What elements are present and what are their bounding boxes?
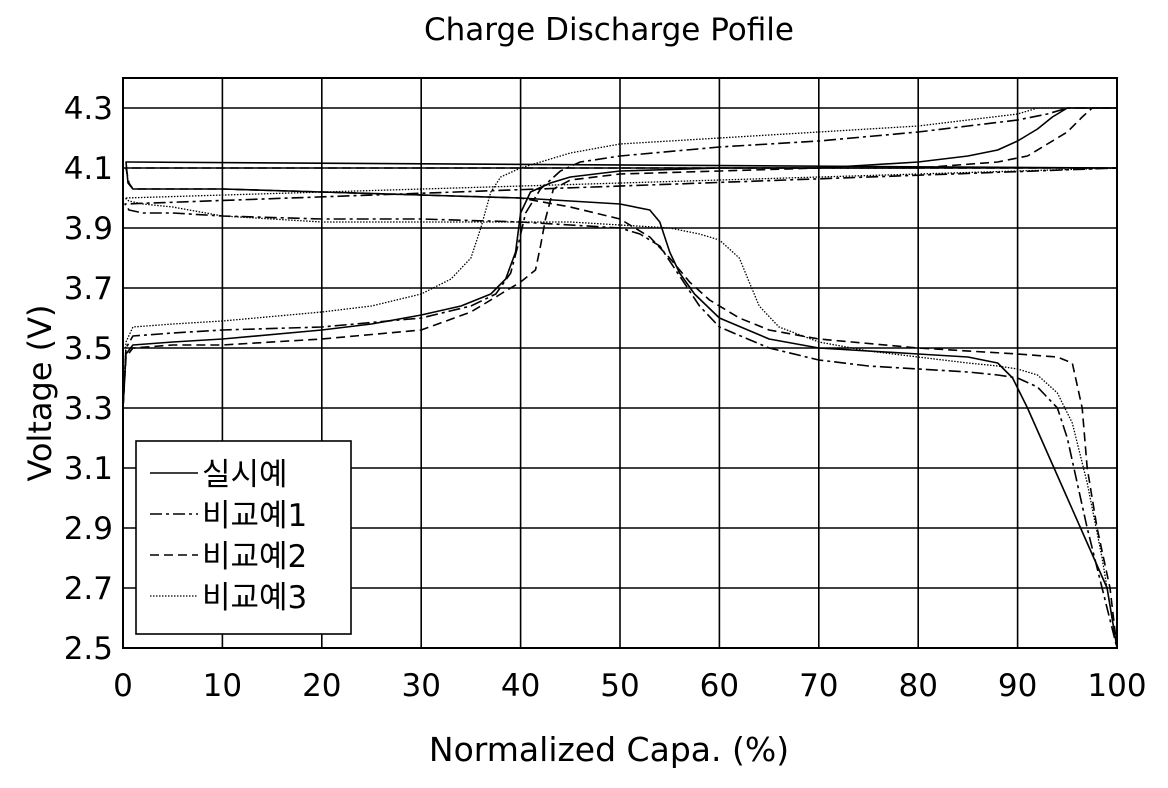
plot-frame bbox=[122, 77, 1118, 649]
y-axis-label: Voltage (V) bbox=[21, 304, 59, 482]
legend-label: 비교예3 bbox=[202, 580, 307, 616]
y-tick-label: 4.1 bbox=[64, 151, 113, 187]
legend-label: 실시예 bbox=[202, 457, 288, 493]
series-1-discharge-line bbox=[125, 108, 1118, 649]
y-tick-label: 4.3 bbox=[64, 91, 113, 127]
series-layer bbox=[122, 107, 1118, 649]
series-3-discharge-line bbox=[125, 108, 1118, 649]
series-4-charge-line bbox=[122, 107, 1117, 409]
x-axis-label: Normalized Capa. (%) bbox=[428, 730, 790, 769]
x-tick-label: 80 bbox=[898, 668, 937, 704]
x-tick-label: 70 bbox=[799, 668, 838, 704]
y-tick-label: 3.1 bbox=[64, 451, 113, 487]
x-tick-label: 50 bbox=[600, 668, 639, 704]
y-tick-label: 3.5 bbox=[64, 331, 113, 367]
y-tick-label: 2.7 bbox=[64, 571, 113, 607]
x-tick-label: 30 bbox=[401, 668, 440, 704]
y-tick-label: 3.3 bbox=[64, 391, 113, 427]
chart-title: Charge Discharge Pofile bbox=[424, 12, 794, 48]
y-tick-label: 3.7 bbox=[64, 271, 113, 307]
legend-label: 비교예1 bbox=[202, 498, 307, 534]
series-4-discharge-line bbox=[124, 108, 1118, 649]
series-2-charge-line bbox=[122, 107, 1117, 409]
x-tick-label: 60 bbox=[700, 668, 739, 704]
x-tick-label: 10 bbox=[203, 668, 242, 704]
legend-label: 비교예2 bbox=[202, 539, 307, 575]
ticks: 0 10 20 30 40 50 60 70 80 90 100 2.5 2.7 2.9 3.1 3.3 3.5… bbox=[64, 91, 1147, 704]
x-tick-label: 90 bbox=[998, 668, 1037, 704]
x-tick-label: 100 bbox=[1087, 668, 1146, 704]
x-tick-label: 20 bbox=[302, 668, 341, 704]
series-1-charge-line bbox=[122, 107, 1117, 409]
series-2-discharge-line bbox=[124, 108, 1118, 649]
y-tick-label: 2.9 bbox=[64, 511, 113, 547]
y-tick-label: 2.5 bbox=[64, 631, 113, 667]
y-tick-label: 3.9 bbox=[64, 211, 113, 247]
x-tick-label: 40 bbox=[501, 668, 540, 704]
x-tick-label: 0 bbox=[113, 668, 133, 704]
